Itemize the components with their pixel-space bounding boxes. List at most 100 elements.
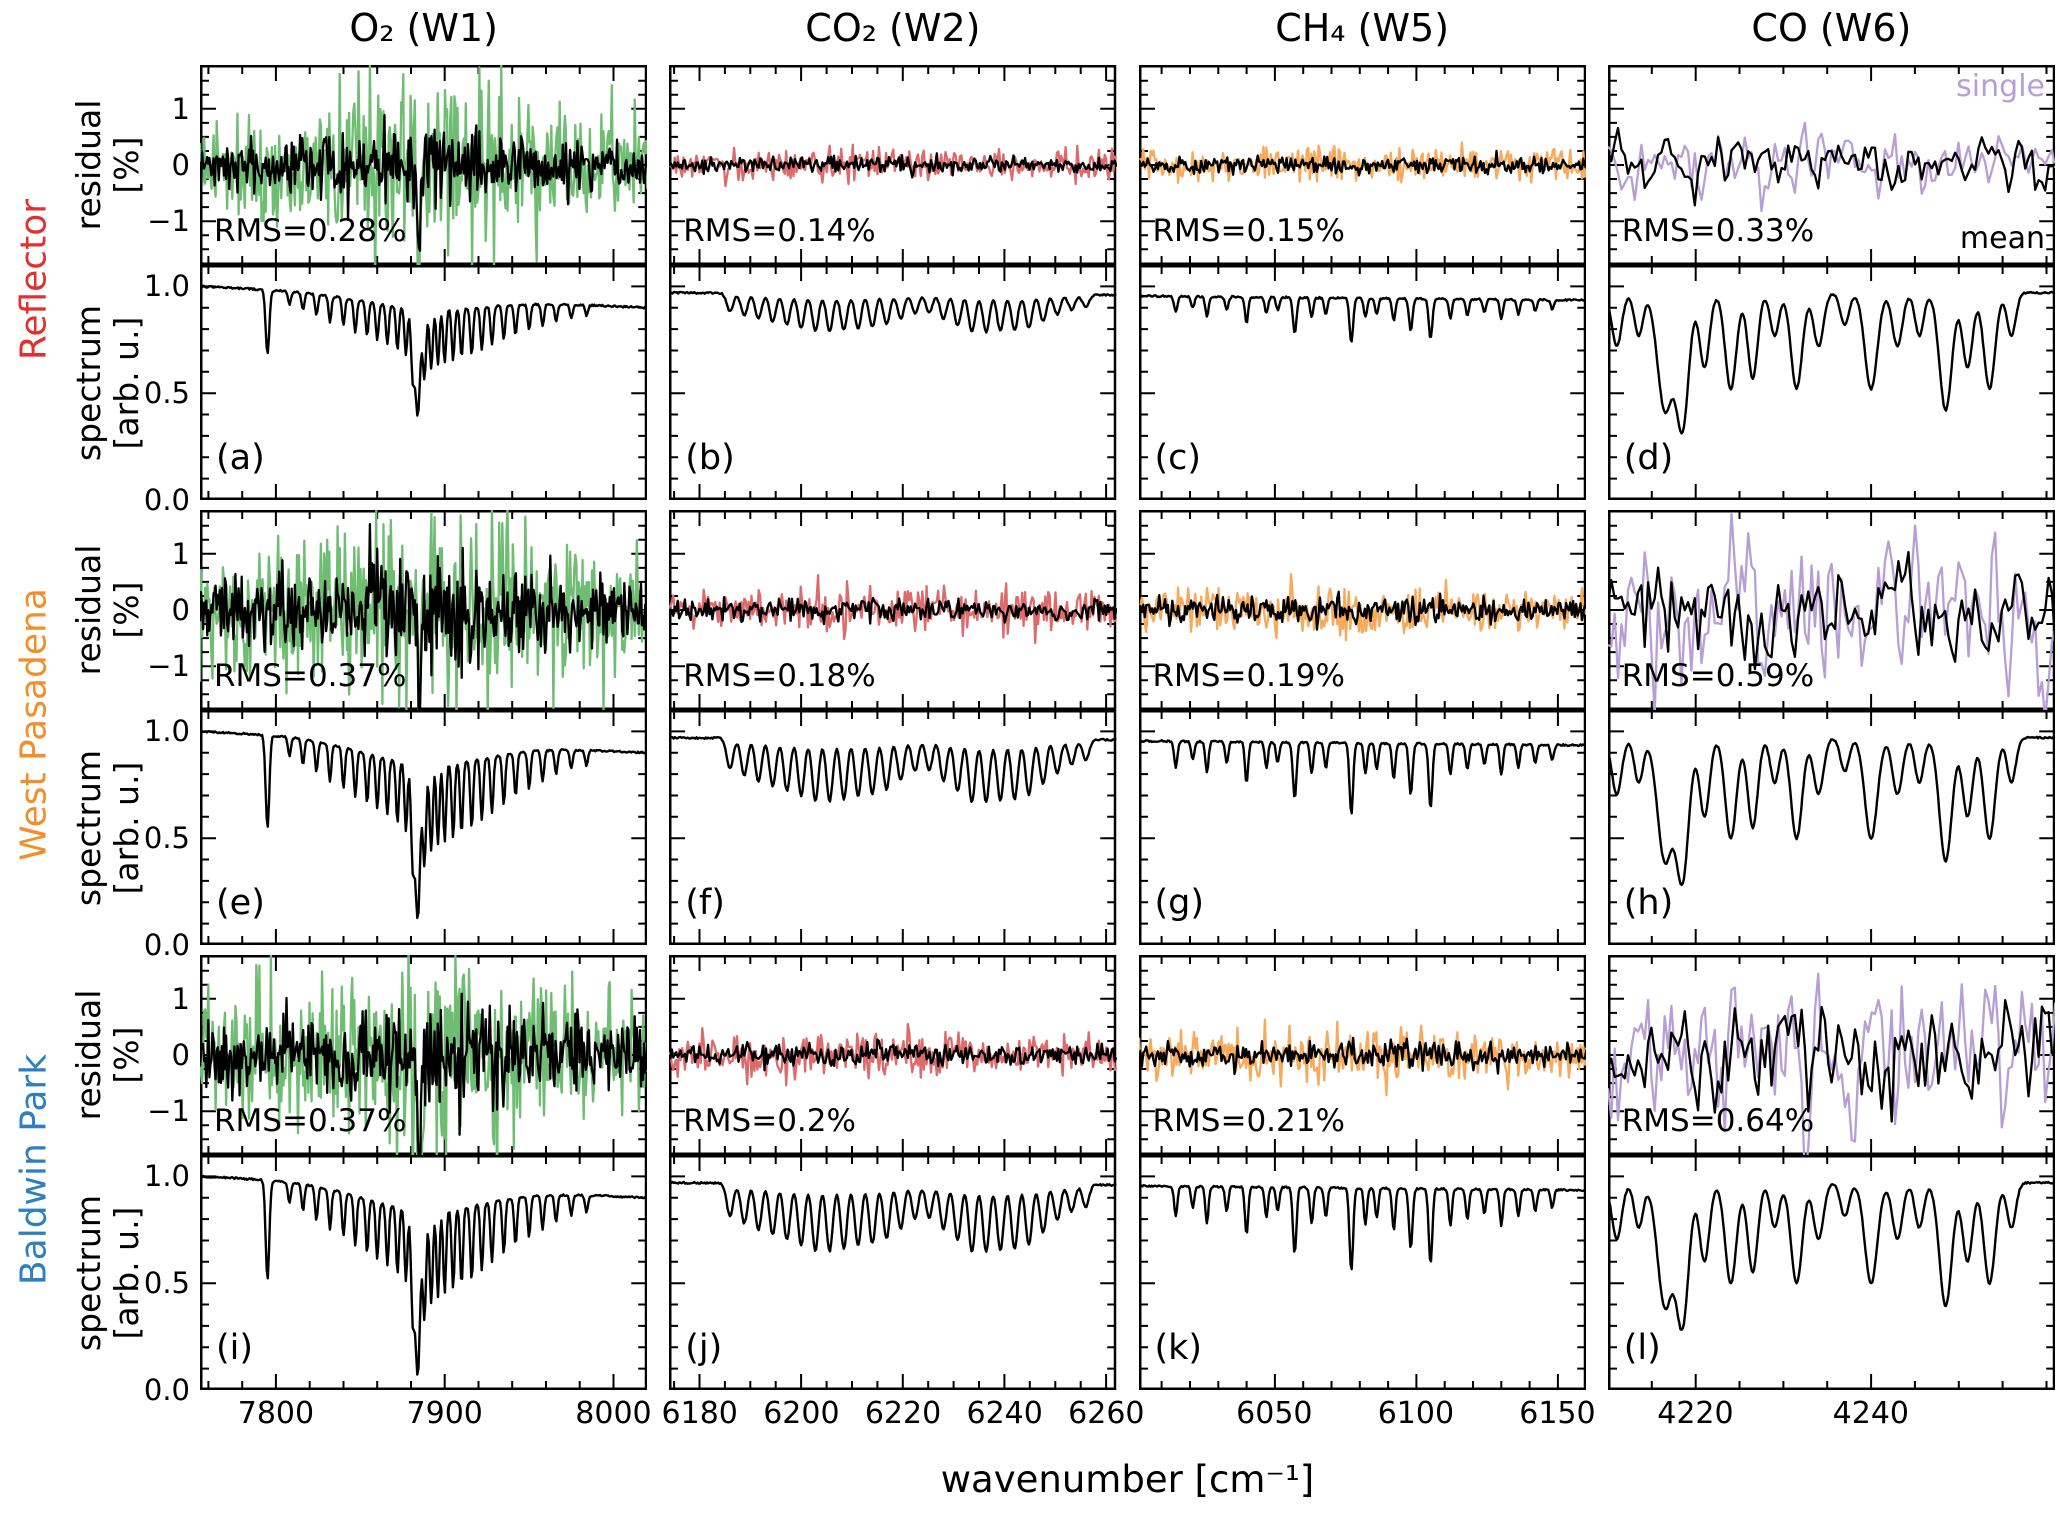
rms-label-e: RMS=0.37% — [214, 658, 407, 694]
x-tick-8000: 8000 — [575, 1396, 652, 1431]
x-tick-6200: 6200 — [763, 1396, 840, 1431]
residual-plot-j — [669, 955, 1117, 1155]
panel-a-residual: RMS=0.28% — [200, 65, 648, 265]
y-tick-spectrum-0.5: 0.5 — [143, 1266, 190, 1301]
panel-b-spectrum: (b) — [669, 265, 1117, 500]
rms-label-a: RMS=0.28% — [214, 213, 407, 249]
panel-letter-b: (b) — [685, 438, 735, 478]
residual-plot-f — [669, 510, 1117, 710]
rms-label-b: RMS=0.14% — [683, 213, 876, 249]
x-tick-6220: 6220 — [864, 1396, 942, 1431]
panel-g-residual: RMS=0.19% — [1138, 510, 1586, 710]
rms-label-k: RMS=0.21% — [1152, 1103, 1345, 1139]
residual-plot-a — [200, 65, 648, 265]
panel-letter-h: (h) — [1623, 883, 1674, 923]
spectrum-plot-b — [669, 265, 1117, 500]
panel-letter-a: (a) — [216, 438, 265, 478]
y-tick-residual-1: 1 — [171, 981, 190, 1016]
y-tick-residual-0: 0 — [171, 148, 190, 182]
x-tick-6260: 6260 — [1068, 1396, 1145, 1431]
panel-h-residual: RMS=0.59% — [1607, 510, 2055, 710]
residual-plot-l — [1607, 955, 2055, 1155]
panel-c-spectrum: (c) — [1138, 265, 1586, 500]
y-tick-residual-−1: −1 — [147, 1094, 190, 1129]
panel-i-spectrum: (i) — [200, 1155, 648, 1390]
spectrum-plot-g — [1138, 710, 1586, 945]
panel-h-spectrum: (h) — [1607, 710, 2055, 945]
rms-label-d: RMS=0.33% — [1621, 213, 1815, 249]
y-tick-residual-1: 1 — [171, 91, 190, 126]
panel-f-spectrum: (f) — [669, 710, 1117, 945]
spectrum-plot-i — [200, 1155, 648, 1390]
y-tick-residual-1: 1 — [171, 536, 190, 571]
residual-plot-k — [1138, 955, 1586, 1155]
y-tick-spectrum-0.5: 0.5 — [143, 821, 190, 856]
panel-letter-k: (k) — [1154, 1328, 1203, 1368]
x-tick-7800: 7800 — [237, 1396, 315, 1431]
y-tick-spectrum-0.0: 0.0 — [143, 928, 190, 962]
spectrum-plot-h — [1607, 710, 2055, 945]
rms-label-j: RMS=0.2% — [683, 1103, 856, 1139]
y-tick-spectrum-1.0: 1.0 — [143, 1159, 190, 1194]
panel-k-residual: RMS=0.21% — [1138, 955, 1586, 1155]
panel-c-residual: RMS=0.15% — [1138, 65, 1586, 265]
panel-a-spectrum: (a) — [200, 265, 648, 500]
column-title-co: CO (W6) — [1751, 6, 1912, 50]
spectrum-plot-j — [669, 1155, 1117, 1390]
x-tick-6240: 6240 — [966, 1396, 1043, 1431]
rms-label-i: RMS=0.37% — [214, 1103, 407, 1139]
spectrum-plot-e — [200, 710, 648, 945]
panel-g-spectrum: (g) — [1138, 710, 1586, 945]
rms-label-f: RMS=0.18% — [683, 658, 876, 694]
panel-f-residual: RMS=0.18% — [669, 510, 1117, 710]
x-tick-4240: 4240 — [1832, 1396, 1909, 1431]
panel-i-residual: RMS=0.37% — [200, 955, 648, 1155]
column-title-co2: CO₂ (W2) — [805, 6, 981, 50]
y-tick-residual-0: 0 — [171, 593, 190, 627]
x-tick-4220: 4220 — [1657, 1396, 1734, 1431]
panel-letter-f: (f) — [685, 883, 725, 923]
y-tick-spectrum-1.0: 1.0 — [143, 269, 190, 304]
spectrum-plot-k — [1138, 1155, 1586, 1390]
legend-single: single — [1956, 69, 2045, 104]
panel-letter-e: (e) — [216, 883, 265, 923]
y-tick-spectrum-0.0: 0.0 — [143, 1373, 190, 1407]
x-tick-6100: 6100 — [1377, 1396, 1455, 1431]
row-label-0: Reflector — [13, 198, 55, 360]
y-tick-residual-−1: −1 — [147, 204, 190, 239]
legend-mean: mean — [1959, 221, 2045, 256]
panel-letter-j: (j) — [685, 1328, 723, 1368]
x-tick-6180: 6180 — [661, 1396, 738, 1431]
panel-letter-i: (i) — [216, 1328, 254, 1368]
residual-plot-b — [669, 65, 1117, 265]
rms-label-c: RMS=0.15% — [1152, 213, 1345, 249]
spectrum-plot-f — [669, 710, 1117, 945]
panel-letter-l: (l) — [1623, 1328, 1661, 1368]
residual-plot-h — [1607, 510, 2055, 710]
residual-plot-i — [200, 955, 648, 1155]
residual-plot-g — [1138, 510, 1586, 710]
row-label-2: Baldwin Park — [13, 1053, 55, 1285]
column-title-o2: O₂ (W1) — [349, 6, 498, 50]
panel-e-spectrum: (e) — [200, 710, 648, 945]
y-tick-spectrum-0.5: 0.5 — [143, 376, 190, 411]
panel-d-spectrum: (d) — [1607, 265, 2055, 500]
panel-k-spectrum: (k) — [1138, 1155, 1586, 1390]
panel-j-residual: RMS=0.2% — [669, 955, 1117, 1155]
panel-d-residual: RMS=0.33% single mean — [1607, 65, 2055, 265]
spectrum-plot-d — [1607, 265, 2055, 500]
rms-label-h: RMS=0.59% — [1621, 658, 1815, 694]
y-tick-spectrum-0.0: 0.0 — [143, 483, 190, 517]
x-axis-title: wavenumber [cm⁻¹] — [940, 1458, 1315, 1501]
rms-label-l: RMS=0.64% — [1621, 1103, 1815, 1139]
y-tick-residual-−1: −1 — [147, 649, 190, 684]
residual-plot-c — [1138, 65, 1586, 265]
y-tick-spectrum-1.0: 1.0 — [143, 714, 190, 749]
spectrum-plot-a — [200, 265, 648, 500]
panel-l-spectrum: (l) — [1607, 1155, 2055, 1390]
panel-e-residual: RMS=0.37% — [200, 510, 648, 710]
x-tick-7900: 7900 — [406, 1396, 483, 1431]
spectrum-plot-l — [1607, 1155, 2055, 1390]
